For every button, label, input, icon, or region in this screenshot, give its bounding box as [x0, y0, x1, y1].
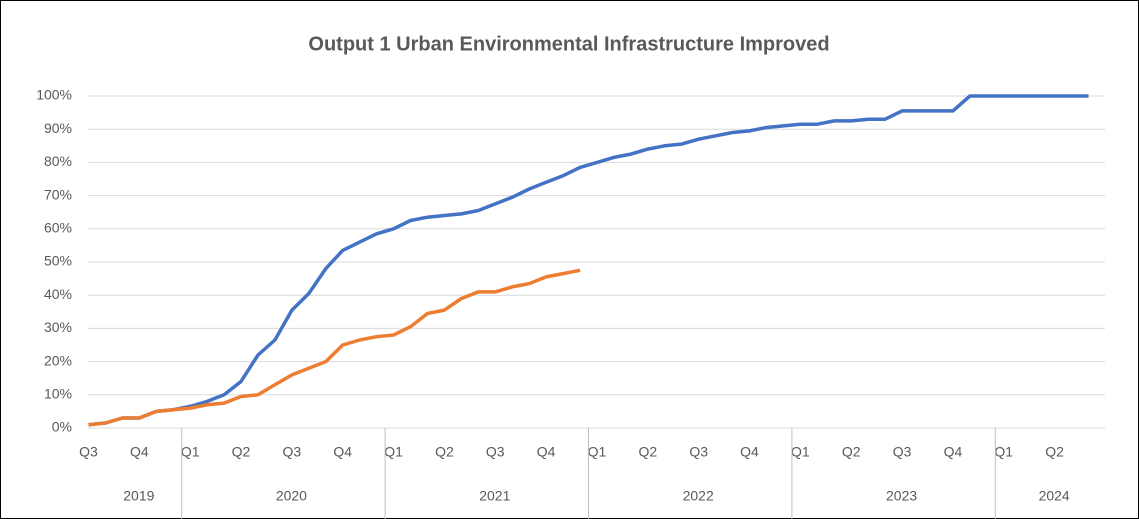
y-tick-label: 0%: [52, 419, 72, 435]
year-label: 2021: [479, 488, 510, 504]
y-tick-label: 10%: [44, 386, 72, 402]
y-tick-label: 60%: [44, 220, 72, 236]
series-line: [88, 94, 1089, 427]
x-tick-label: Q1: [384, 444, 403, 460]
x-tick-label: Q4: [537, 444, 556, 460]
x-tick-label: Q2: [232, 444, 251, 460]
x-tick-label: Q4: [740, 444, 759, 460]
x-tick-label: Q1: [791, 444, 810, 460]
series-line: [88, 268, 581, 427]
x-tick-label: Q4: [944, 444, 963, 460]
y-tick-label: 70%: [44, 186, 72, 202]
y-tick-label: 30%: [44, 319, 72, 335]
year-label: 2023: [886, 488, 917, 504]
chart-title: Output 1 Urban Environmental Infrastruct…: [308, 33, 829, 55]
x-tick-label: Q1: [994, 444, 1013, 460]
year-label: 2020: [276, 488, 307, 504]
year-label: 2022: [683, 488, 714, 504]
x-tick-label: Q3: [283, 444, 302, 460]
y-tick-label: 40%: [44, 286, 72, 302]
x-tick-label: Q1: [588, 444, 607, 460]
x-tick-label: Q2: [435, 444, 454, 460]
y-tick-label: 20%: [44, 352, 72, 368]
x-tick-label: Q1: [181, 444, 200, 460]
y-tick-label: 100%: [36, 87, 72, 103]
x-tick-label: Q2: [842, 444, 861, 460]
y-tick-label: 80%: [44, 153, 72, 169]
x-tick-label: Q3: [689, 444, 708, 460]
x-tick-label: Q3: [486, 444, 505, 460]
x-tick-label: Q4: [333, 444, 352, 460]
y-tick-label: 50%: [44, 253, 72, 269]
year-label: 2019: [123, 488, 154, 504]
x-tick-label: Q2: [1045, 444, 1064, 460]
year-label: 2024: [1039, 488, 1070, 504]
x-tick-label: Q3: [79, 444, 98, 460]
y-tick-label: 90%: [44, 120, 72, 136]
x-tick-label: Q2: [638, 444, 657, 460]
x-tick-label: Q3: [893, 444, 912, 460]
x-tick-label: Q4: [130, 444, 149, 460]
